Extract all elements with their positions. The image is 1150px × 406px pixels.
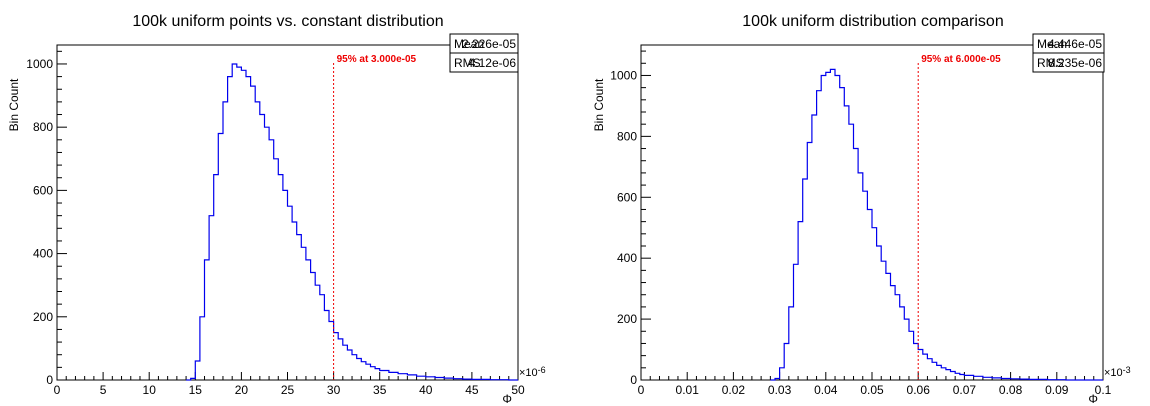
left-y-axis-label: Bin Count (7, 78, 21, 131)
right-x-exponent-base: ×10 (1104, 367, 1123, 379)
left-marker-group: 95% at 3.000e-05 (333, 54, 417, 380)
right-x-tick-label: 0.06 (907, 383, 931, 397)
right-chart-title: 100k uniform distribution comparison (742, 13, 1003, 30)
left-x-axis-label: Φ (502, 392, 512, 406)
left-x-exponent-power: -6 (538, 365, 546, 375)
left-x-tick-label: 0 (54, 383, 61, 397)
right-y-tick-label: 400 (617, 251, 637, 265)
right-stats-rms-value: 8.235e-06 (1048, 56, 1102, 70)
left-histogram-panel: 100k uniform points vs. constant distrib… (7, 13, 546, 406)
left-stats-mean-value: 2.226e-05 (462, 37, 516, 51)
right-stats-rms-label: RMS (1037, 56, 1064, 70)
right-marker-group: 95% at 6.000e-05 (917, 54, 1001, 380)
right-y-tick-label: 1000 (610, 68, 637, 82)
right-stats-mean-value: 4.446e-05 (1048, 37, 1102, 51)
right-y-axis-label: Bin Count (592, 78, 606, 131)
right-x-tick-label: 0.04 (814, 383, 838, 397)
right-x-tick-label: 0 (638, 383, 645, 397)
right-y-ticks: 0 200 400 600 800 1000 (610, 50, 651, 387)
right-x-ticks: 0 0.01 0.02 0.03 0.04 0.05 0.06 0.07 0.08 0.09 0.1 (638, 372, 1112, 397)
right-x-tick-label: 0.01 (676, 383, 700, 397)
right-x-tick-label: 0.03 (768, 383, 792, 397)
right-series-group (770, 68, 1103, 381)
right-x-tick-label: 0.1 (1095, 383, 1112, 397)
left-x-tick-label: 40 (419, 383, 433, 397)
right-x-exponent-power: -3 (1123, 365, 1131, 375)
left-y-tick-label: 0 (46, 373, 53, 387)
left-y-tick-label: 1000 (26, 57, 53, 71)
right-x-axis-label: Φ (1088, 392, 1098, 406)
left-histogram-series-0 (186, 63, 518, 381)
right-x-exponent: ×10-3 (1104, 365, 1131, 379)
left-stats-mean-label: Mean (454, 37, 484, 51)
left-x-tick-label: 30 (327, 383, 341, 397)
right-histogram-panel: 100k uniform distribution comparison 0 0.… (592, 13, 1131, 406)
right-x-tick-label: 0.05 (860, 383, 884, 397)
left-chart-title: 100k uniform points vs. constant distrib… (132, 13, 443, 30)
left-stats-rms-value: 4.12e-06 (469, 56, 517, 70)
left-x-tick-label: 10 (143, 383, 157, 397)
left-x-exponent-base: ×10 (519, 367, 538, 379)
left-plot-frame (56, 44, 519, 381)
right-percentile-marker-label: 95% at 6.000e-05 (921, 54, 1001, 65)
right-y-tick-label: 200 (617, 312, 637, 326)
left-x-tick-label: 15 (189, 383, 203, 397)
left-y-tick-label: 400 (33, 247, 53, 261)
left-x-tick-label: 35 (373, 383, 387, 397)
left-series-group (186, 63, 518, 381)
right-x-tick-label: 0.09 (1045, 383, 1069, 397)
right-y-tick-label: 0 (630, 373, 637, 387)
right-stats-box: Mean 4.446e-05 RMS 8.235e-06 (1032, 33, 1105, 73)
left-x-tick-label: 50 (511, 383, 525, 397)
left-x-exponent: ×10-6 (519, 365, 546, 379)
right-y-tick-label: 600 (617, 190, 637, 204)
left-y-tick-label: 800 (33, 120, 53, 134)
left-y-tick-label: 600 (33, 183, 53, 197)
left-stats-box: Mean 2.226e-05 RMS 4.12e-06 (449, 33, 519, 73)
left-stats-rms-label: RMS (454, 56, 481, 70)
left-percentile-marker-label: 95% at 3.000e-05 (337, 54, 417, 65)
right-x-tick-label: 0.07 (953, 383, 977, 397)
right-x-tick-label: 0.08 (999, 383, 1023, 397)
left-x-tick-label: 20 (235, 383, 249, 397)
left-x-tick-label: 45 (465, 383, 479, 397)
right-y-tick-label: 800 (617, 129, 637, 143)
left-x-tick-label: 25 (281, 383, 295, 397)
left-y-tick-label: 200 (33, 310, 53, 324)
right-x-tick-label: 0.02 (722, 383, 746, 397)
right-stats-mean-label: Mean (1037, 37, 1067, 51)
left-x-ticks: 0 5 10 15 20 25 30 35 40 45 50 (54, 372, 525, 397)
left-y-ticks: 0 200 400 600 800 1000 (26, 50, 67, 387)
right-histogram-series-0 (770, 68, 1103, 381)
left-x-tick-label: 5 (100, 383, 107, 397)
